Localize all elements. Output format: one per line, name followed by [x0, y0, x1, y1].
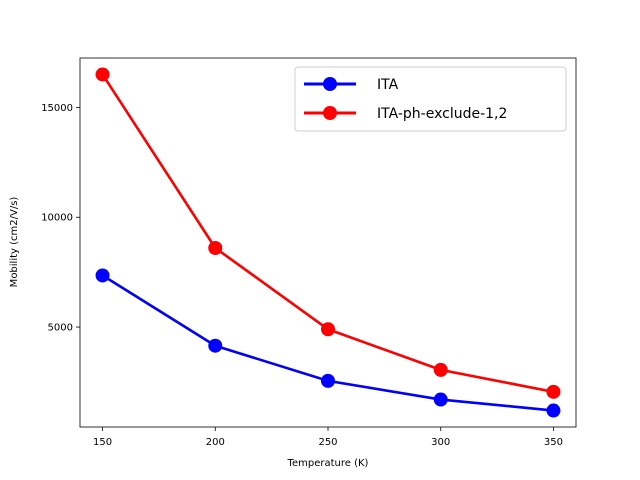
x-tick-label: 250	[318, 437, 337, 448]
legend-label-ita: ITA	[377, 77, 399, 93]
legend-label-ita-ph-exclude: ITA-ph-exclude-1,2	[377, 106, 507, 122]
data-point-ita	[433, 392, 448, 407]
data-point-ita-ph-exclude-1-2	[433, 362, 448, 377]
data-point-ita	[546, 403, 561, 418]
data-point-ita	[321, 373, 335, 388]
legend-frame	[294, 66, 567, 132]
data-point-ita-ph-exclude-1-2	[321, 322, 335, 337]
series-layer	[95, 67, 561, 418]
y-axis-label: Mobility (cm2/V/s)	[9, 197, 20, 288]
data-point-ita-ph-exclude-1-2	[95, 67, 110, 82]
data-point-ita-ph-exclude-1-2	[208, 240, 223, 255]
legend-marker-ita-ph-exclude	[323, 106, 337, 120]
x-axis-label: Temperature (K)	[287, 458, 369, 469]
data-point-ita	[208, 338, 223, 353]
y-tick-label: 10000	[41, 213, 73, 224]
x-tick-label: 200	[206, 437, 225, 448]
legend-marker-ita	[323, 77, 337, 91]
x-tick-label: 300	[431, 437, 450, 448]
y-tick-label: 15000	[41, 103, 73, 114]
y-axis-ticks: 5000 10000 15000	[41, 103, 80, 334]
x-tick-label: 350	[544, 437, 563, 448]
y-tick-label: 5000	[48, 323, 73, 334]
data-point-ita-ph-exclude-1-2	[546, 384, 561, 399]
x-axis-ticks: 150 200 250 300 350	[93, 427, 563, 448]
data-point-ita	[95, 268, 110, 283]
legend: ITA ITA-ph-exclude-1,2	[294, 66, 567, 132]
x-tick-label: 150	[93, 437, 112, 448]
